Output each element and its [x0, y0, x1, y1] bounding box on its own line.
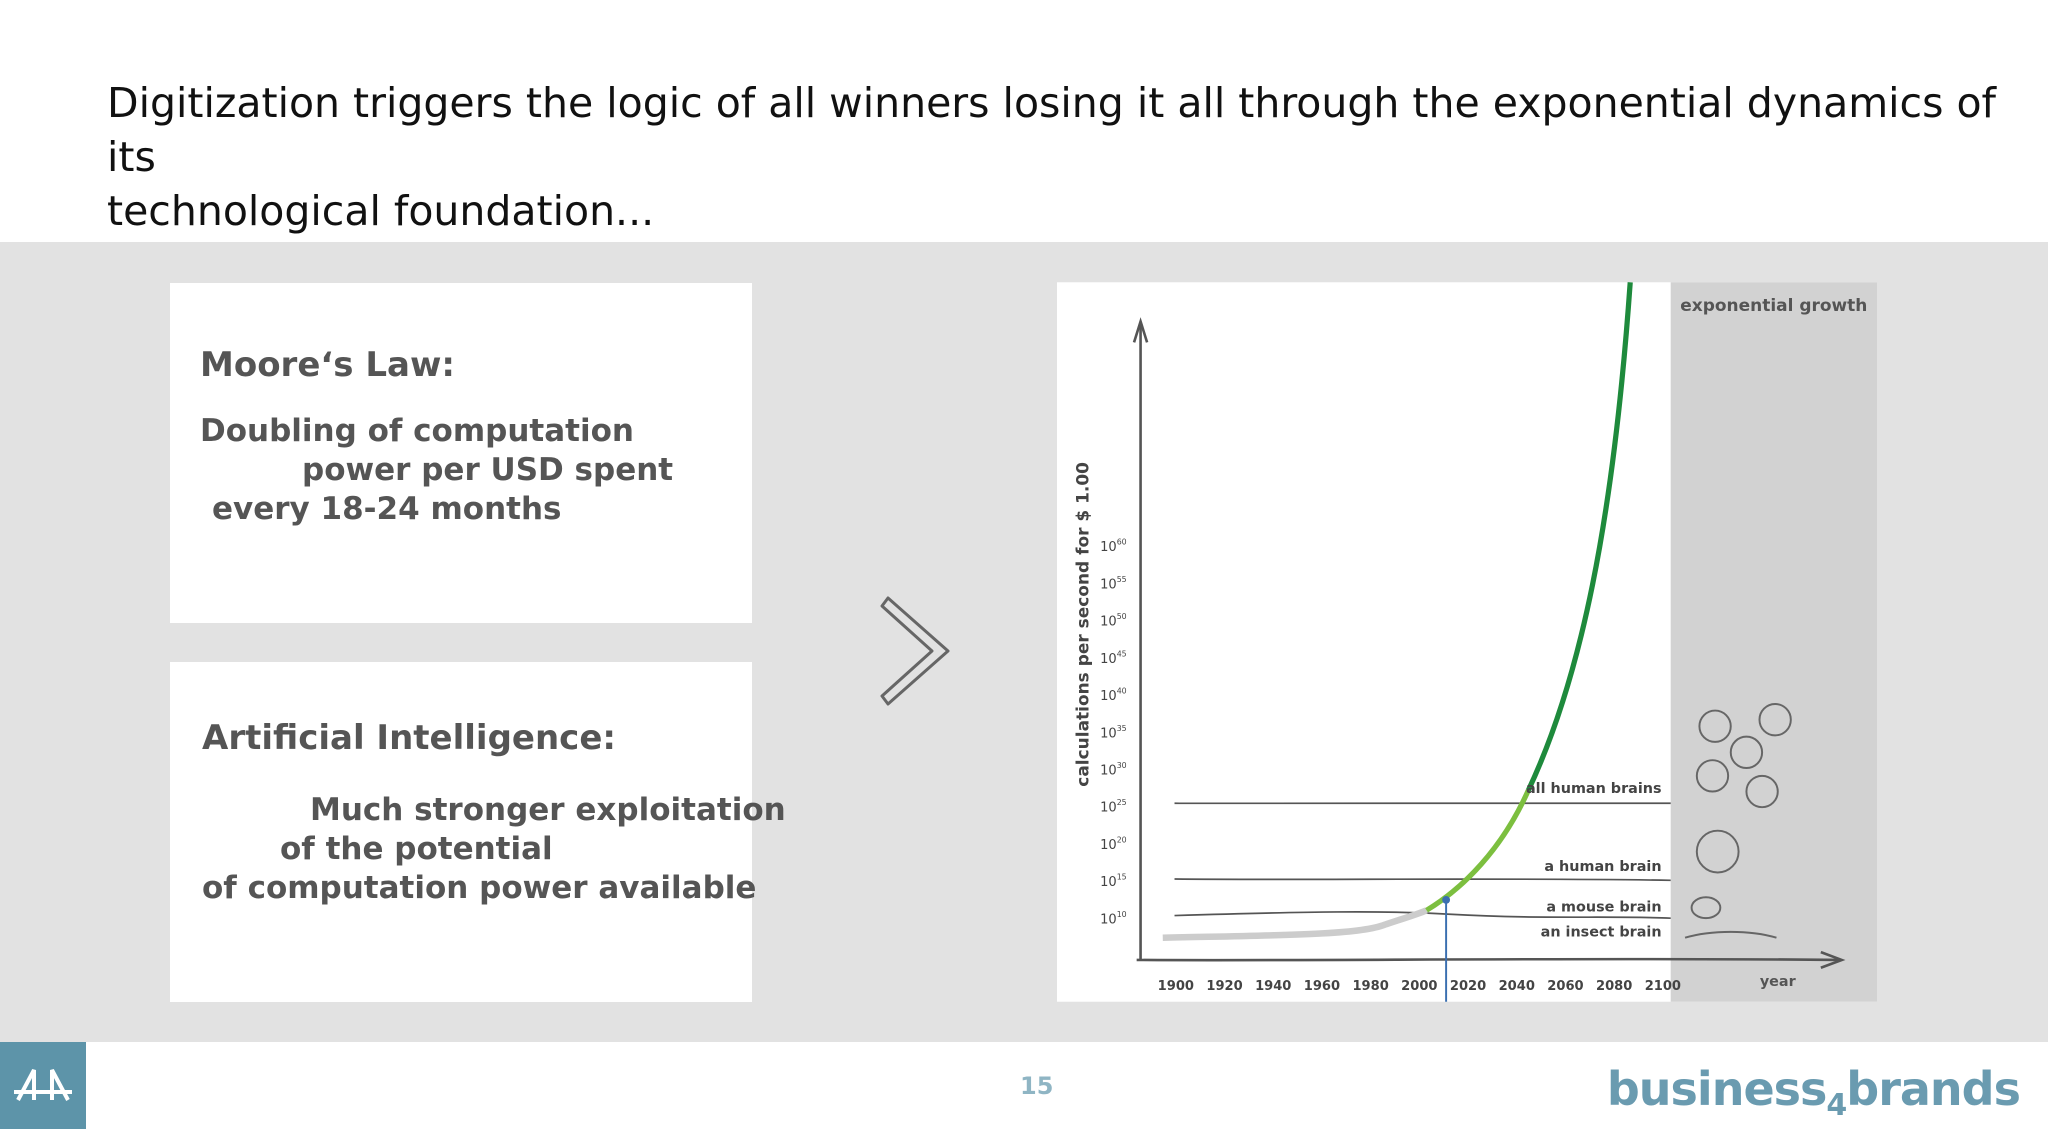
tick-base: 10 — [1100, 764, 1117, 779]
y-tick-label: 1030 — [1100, 761, 1127, 779]
y-tick-label: 1010 — [1100, 910, 1127, 928]
column-label: exponential growth — [1680, 296, 1867, 316]
page-number: 15 — [1020, 1072, 1054, 1100]
tick-exponent: 20 — [1117, 835, 1127, 844]
text-box: Artificial Intelligence: Much stronger e… — [170, 662, 786, 1002]
y-tick-label: 1025 — [1100, 798, 1127, 816]
chevron — [880, 596, 950, 706]
tick-exponent: 45 — [1117, 649, 1127, 658]
box-line: power per USD spent — [302, 452, 674, 488]
logo-square — [0, 1042, 86, 1129]
tick-base: 10 — [1100, 726, 1117, 741]
x-tick-label: 2060 — [1547, 979, 1583, 994]
x-tick-label: 1920 — [1206, 979, 1242, 994]
x-tick-label: 1960 — [1304, 979, 1340, 994]
title-line: Digitization triggers the logic of all w… — [107, 79, 1996, 181]
x-tick-label: 2020 — [1450, 979, 1486, 994]
box-line: Much stronger exploitation — [310, 792, 786, 828]
level-label: all human brains — [1526, 781, 1662, 797]
box-heading: Moore‘s Law: — [200, 345, 455, 385]
y-tick-label: 1060 — [1100, 538, 1127, 556]
x-tick-label: 1940 — [1255, 979, 1291, 994]
box-line: of computation power available — [202, 870, 757, 906]
y-tick-label: 1020 — [1100, 835, 1127, 853]
box-line: of the potential — [280, 831, 553, 867]
y-tick-label: 1045 — [1100, 649, 1127, 667]
y-tick-label: 1015 — [1100, 873, 1127, 891]
level-label: a human brain — [1544, 859, 1661, 875]
brand-logo: business4brands — [1606, 1062, 2021, 1124]
tick-exponent: 30 — [1117, 761, 1127, 770]
brand-digit: 4 — [1826, 1088, 1847, 1124]
x-tick-label: 1980 — [1352, 979, 1388, 994]
x-tick-label: 1900 — [1158, 979, 1194, 994]
y-axis-label: calculations per second for $ 1.00 — [1073, 462, 1093, 787]
box-line: Doubling of computation — [200, 413, 634, 449]
text-box: Moore‘s Law: Doubling of computation pow… — [170, 283, 752, 623]
tick-exponent: 10 — [1117, 910, 1127, 919]
x-tick-label: 2040 — [1499, 979, 1535, 994]
tick-base: 10 — [1100, 801, 1117, 816]
title-line: technological foundation... — [107, 187, 655, 235]
y-tick-label: 1040 — [1100, 687, 1127, 705]
tick-exponent: 40 — [1117, 687, 1127, 696]
tick-exponent: 15 — [1117, 873, 1127, 882]
tick-base: 10 — [1100, 875, 1117, 890]
x-tick-label: 2100 — [1645, 979, 1681, 994]
tick-exponent: 25 — [1117, 798, 1127, 807]
brand-text: business — [1606, 1062, 1828, 1116]
tick-base: 10 — [1100, 540, 1117, 555]
brain-icons — [1684, 703, 1792, 939]
tick-base: 10 — [1100, 577, 1117, 592]
brand-text: brands — [1846, 1062, 2021, 1116]
highlight-column — [1670, 282, 1877, 1002]
x-tick-label: 2000 — [1401, 979, 1437, 994]
tick-exponent: 60 — [1117, 538, 1127, 547]
level-label: an insect brain — [1541, 924, 1662, 940]
box-line: every 18-24 months — [212, 491, 562, 527]
box-heading: Artificial Intelligence: — [202, 718, 616, 758]
tick-base: 10 — [1100, 615, 1117, 630]
tick-base: 10 — [1100, 912, 1117, 927]
tick-base: 10 — [1100, 652, 1117, 667]
x-tick-label: 2080 — [1596, 979, 1632, 994]
y-tick-label: 1055 — [1100, 575, 1127, 593]
slide-title: Digitization triggers the logic of all w… — [107, 76, 2048, 238]
tick-exponent: 50 — [1117, 612, 1127, 621]
y-tick-label: 1050 — [1100, 612, 1127, 630]
tick-base: 10 — [1100, 689, 1117, 704]
level-label: a mouse brain — [1546, 900, 1661, 916]
tick-exponent: 55 — [1117, 575, 1127, 584]
x-axis-label: year — [1760, 974, 1797, 990]
tick-exponent: 35 — [1117, 724, 1127, 733]
tick-base: 10 — [1100, 838, 1117, 853]
figure: exponential growth calculations per seco… — [1057, 282, 1877, 1002]
y-tick-label: 1035 — [1100, 724, 1127, 742]
